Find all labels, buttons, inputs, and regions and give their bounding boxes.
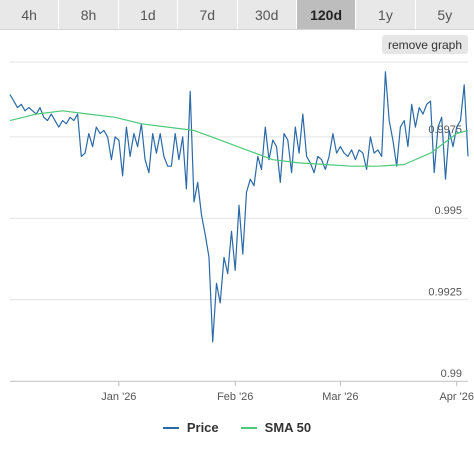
price-chart: 0.99 0.9925 0.995 0.9975 Jan '26 Feb '26 Mar '… bbox=[9, 61, 474, 403]
tab-1d[interactable]: 1d bbox=[119, 0, 179, 29]
remove-graph-button[interactable]: remove graph bbox=[381, 35, 468, 54]
sma-series-line bbox=[9, 110, 469, 167]
y-tick-label: 0.99 bbox=[441, 368, 462, 380]
x-tick-label: Mar '26 bbox=[322, 391, 358, 403]
x-tick-label: Feb '26 bbox=[217, 391, 253, 403]
x-tick-label: Jan '26 bbox=[101, 391, 136, 403]
legend-label-sma: SMA 50 bbox=[264, 420, 312, 435]
price-series-line bbox=[9, 71, 469, 343]
tab-30d[interactable]: 30d bbox=[238, 0, 297, 29]
legend-item-sma[interactable]: SMA 50 bbox=[240, 420, 312, 435]
price-swatch bbox=[162, 426, 179, 429]
y-tick-label: 0.9975 bbox=[428, 124, 462, 136]
y-tick-label: 0.9925 bbox=[428, 287, 462, 299]
y-tick-label: 0.995 bbox=[434, 205, 462, 217]
time-range-tabs: 4h 8h 1d 7d 30d 120d 1y 5y bbox=[0, 0, 474, 30]
tab-8h[interactable]: 8h bbox=[59, 0, 119, 29]
tab-120d[interactable]: 120d bbox=[296, 0, 357, 29]
legend-label-price: Price bbox=[186, 420, 219, 435]
tab-7d[interactable]: 7d bbox=[178, 0, 238, 29]
legend-item-price[interactable]: Price bbox=[162, 420, 219, 435]
tab-5y[interactable]: 5y bbox=[437, 6, 453, 23]
tab-1y[interactable]: 1y bbox=[356, 0, 416, 29]
chart-legend: Price SMA 50 bbox=[0, 420, 474, 435]
x-tick-label: Apr '26 bbox=[439, 391, 474, 403]
tab-4h[interactable]: 4h bbox=[0, 0, 60, 29]
sma-swatch bbox=[240, 426, 257, 429]
